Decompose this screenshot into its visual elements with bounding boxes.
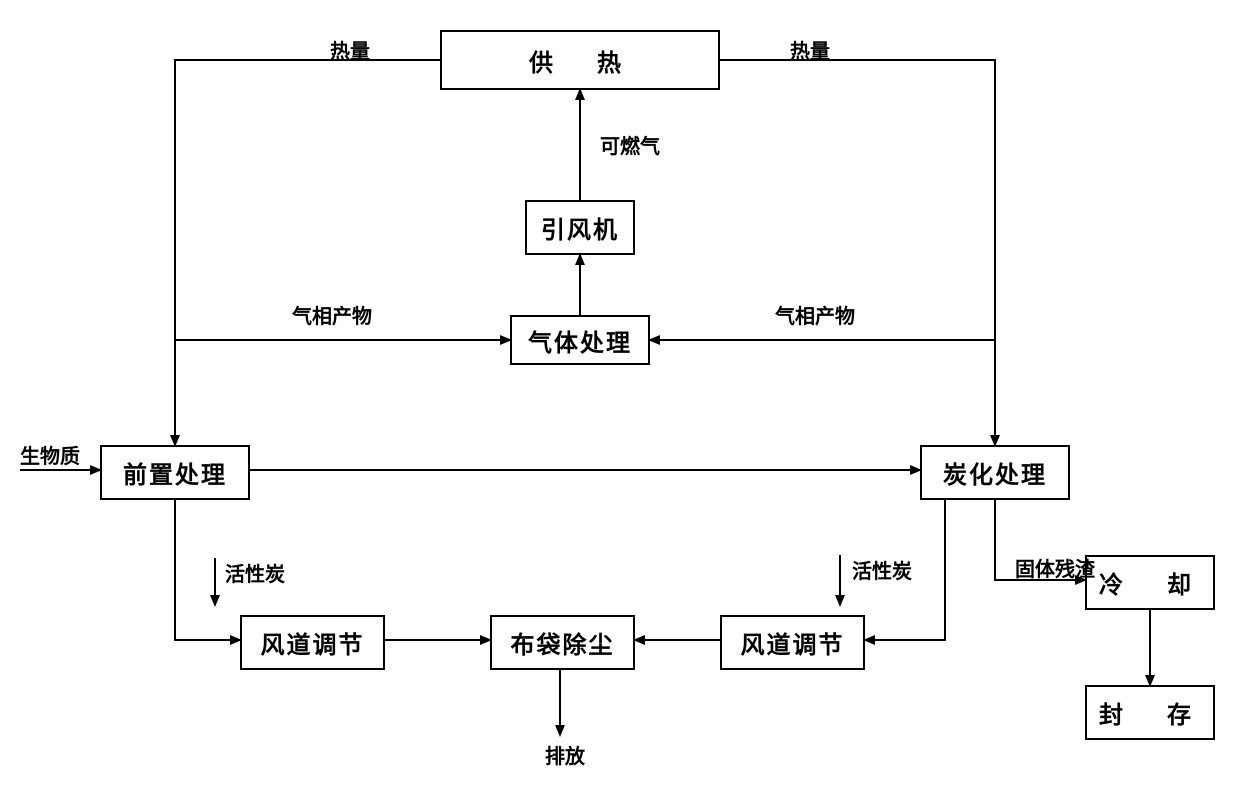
node-duct-adj-l: 风道调节	[240, 615, 385, 670]
node-cooling: 冷 却	[1085, 555, 1215, 610]
node-storage: 封 存	[1085, 685, 1215, 740]
node-carbonize: 炭化处理	[920, 445, 1070, 500]
node-pre-treat: 前置处理	[100, 445, 250, 500]
node-fan: 引风机	[525, 200, 635, 255]
label-carbon-left: 活性炭	[225, 558, 285, 587]
label-biomass: 生物质	[20, 440, 80, 469]
label-gas-prod-left: 气相产物	[292, 300, 372, 329]
node-bag-dust: 布袋除尘	[490, 615, 635, 670]
label-emission: 排放	[545, 740, 585, 769]
label-solid-residue: 固体残渣	[1015, 553, 1095, 582]
node-gas-treat: 气体处理	[510, 315, 650, 365]
flowchart-canvas: 供 热 引风机 气体处理 前置处理 炭化处理 风道调节 布袋除尘 风道调节 冷 …	[0, 0, 1240, 810]
label-gas-prod-right: 气相产物	[775, 300, 855, 329]
label-carbon-right: 活性炭	[852, 555, 912, 584]
node-heating: 供 热	[440, 30, 720, 90]
label-heat-right: 热量	[790, 35, 830, 64]
node-duct-adj-r: 风道调节	[720, 615, 865, 670]
label-heat-left: 热量	[330, 35, 370, 64]
edges-layer	[0, 0, 1240, 810]
label-combustible-gas: 可燃气	[600, 130, 660, 159]
